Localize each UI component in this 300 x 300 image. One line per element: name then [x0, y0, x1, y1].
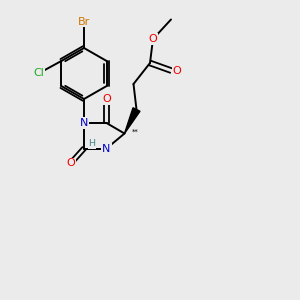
- Text: N: N: [80, 118, 88, 128]
- Text: Br: Br: [78, 16, 90, 27]
- Text: **: **: [132, 129, 139, 135]
- Text: H: H: [88, 140, 96, 148]
- Text: O: O: [66, 158, 75, 169]
- Text: O: O: [148, 34, 158, 44]
- Text: O: O: [172, 65, 181, 76]
- Polygon shape: [124, 108, 140, 134]
- Text: O: O: [102, 94, 111, 104]
- Text: Cl: Cl: [33, 68, 44, 79]
- Text: N: N: [102, 143, 111, 154]
